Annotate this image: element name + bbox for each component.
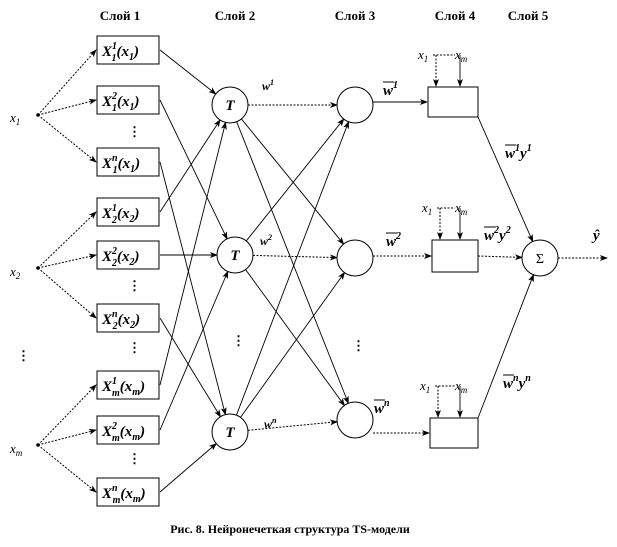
input-to-mf-arrow: [37, 267, 97, 319]
input-label: x2: [9, 264, 21, 281]
layer-header: Слой 3: [335, 8, 376, 23]
consequent-input-label: xm: [454, 200, 468, 217]
consequent-to-sum-arrow: [477, 273, 534, 419]
normalized-weight-label: w2: [386, 231, 401, 250]
input-to-mf-arrow: [37, 428, 97, 446]
ellipsis: ⋮: [352, 338, 365, 353]
input-to-mf-arrow: [37, 98, 97, 116]
weight-label: w1: [262, 78, 274, 93]
input-node: [36, 443, 40, 447]
layer-header: Слой 1: [100, 8, 140, 23]
nodes: [36, 35, 559, 507]
mf-to-rule-arrow: [159, 442, 218, 493]
input-to-mf-arrow: [37, 444, 97, 493]
consequent-to-sum-arrow: [477, 254, 524, 261]
consequent-input-label: x1: [419, 378, 430, 395]
layer-header: Слой 4: [435, 8, 476, 23]
membership-function-box: [96, 477, 160, 507]
membership-function-box: [96, 240, 160, 270]
membership-function-box: [96, 370, 160, 400]
mf-to-rule-arrow: [159, 119, 221, 213]
membership-function-box: [96, 303, 160, 333]
ellipsis: ⋮: [128, 278, 141, 293]
mf-to-rule-arrow: [159, 99, 228, 240]
rule-to-normalization-arrow: [245, 118, 345, 242]
membership-function-box: [96, 197, 160, 227]
labels: Слой 1 Слой 2 Слой 3 Слой 4 Слой 5 x1 x2 xm ⋮ X1 1…: [9, 8, 600, 536]
membership-function-box: [96, 415, 160, 445]
weight-label: wn: [264, 416, 277, 431]
consequent-box: [429, 417, 479, 449]
input-to-mf-arrow: [37, 253, 97, 269]
rule-to-normalization-arrow: [236, 120, 349, 416]
rule-to-normalization-arrow: [245, 269, 346, 407]
rule-output-label: w2y2: [484, 225, 511, 244]
membership-function-label: Xn 1(x1): [101, 153, 140, 176]
normalized-weight-label: w1: [383, 80, 398, 99]
ellipsis: ⋮: [128, 340, 141, 355]
t-norm-node: [211, 413, 249, 451]
connections: [37, 49, 608, 493]
mf-to-rule-arrow: [159, 121, 227, 386]
t-norm-label: T: [225, 98, 235, 114]
normalization-node: [336, 86, 374, 124]
normalized-weight-label: wn: [374, 398, 390, 417]
membership-function-label: X2 2(x2): [101, 246, 140, 269]
summation-label: Σ: [536, 252, 544, 267]
output-label: ŷ: [591, 228, 600, 244]
rule-output-label: wnyn: [503, 373, 531, 392]
input-to-mf-arrow: [37, 384, 97, 446]
t-norm-node: [216, 236, 254, 274]
input-to-mf-arrow: [37, 114, 97, 163]
input-node: [36, 266, 40, 270]
layer-header: Слой 2: [215, 8, 255, 23]
rule-output-label: w1y1: [505, 143, 532, 162]
ellipsis: ⋮: [232, 333, 245, 348]
consequent-box: [431, 239, 479, 273]
weight-label: w2: [260, 233, 272, 248]
consequent-box: [427, 86, 479, 118]
t-norm-label: T: [225, 425, 235, 441]
rule-to-normalization-arrow: [247, 419, 339, 431]
mf-to-rule-arrow: [159, 161, 227, 416]
consequent-input-label: xm: [454, 47, 468, 64]
layer-header: Слой 5: [508, 8, 549, 23]
membership-function-label: X1 1(x1): [101, 41, 139, 64]
membership-function-label: Xn 2(x2): [101, 309, 140, 332]
consequent-input-label: x1: [421, 200, 432, 217]
ellipsis: ⋮: [17, 348, 30, 363]
t-norm-label: T: [230, 248, 240, 264]
ellipsis: ⋮: [128, 124, 141, 139]
input-node: [36, 113, 40, 117]
rule-to-normalization-arrow: [236, 121, 349, 405]
ellipsis: ⋮: [128, 451, 141, 466]
membership-function-label: Xn m(xm): [101, 483, 146, 506]
input-label: x1: [9, 110, 20, 127]
membership-function-label: X2 m(xm): [101, 421, 145, 444]
mf-to-rule-arrow: [159, 49, 217, 95]
membership-function-label: X2 1(x1): [101, 91, 140, 114]
consequent-to-sum-arrow: [477, 116, 534, 243]
figure-caption: Рис. 8. Нейронечеткая структура TS-модел…: [170, 522, 410, 536]
membership-function-box: [96, 35, 160, 65]
normalization-node: [336, 401, 374, 439]
consequent-input-label: xm: [454, 378, 468, 395]
t-norm-node: [211, 86, 249, 124]
membership-function-box: [96, 85, 160, 115]
summation-node: [521, 239, 559, 277]
membership-function-label: X1 2(x2): [101, 203, 140, 226]
mf-to-rule-arrow: [159, 270, 229, 431]
mf-to-rule-arrow: [159, 317, 222, 418]
membership-function-label: X1 m(xm): [101, 376, 145, 399]
membership-function-box: [96, 147, 160, 177]
normalization-node: [336, 239, 374, 277]
rule-to-normalization-arrow: [252, 254, 339, 261]
input-to-mf-arrow: [37, 49, 97, 116]
consequent-input-label: x1: [417, 47, 428, 64]
input-to-mf-arrow: [37, 211, 97, 269]
rule-to-normalization-arrow: [240, 271, 346, 418]
rule-to-normalization-arrow: [241, 118, 345, 245]
input-label: xm: [9, 441, 23, 458]
